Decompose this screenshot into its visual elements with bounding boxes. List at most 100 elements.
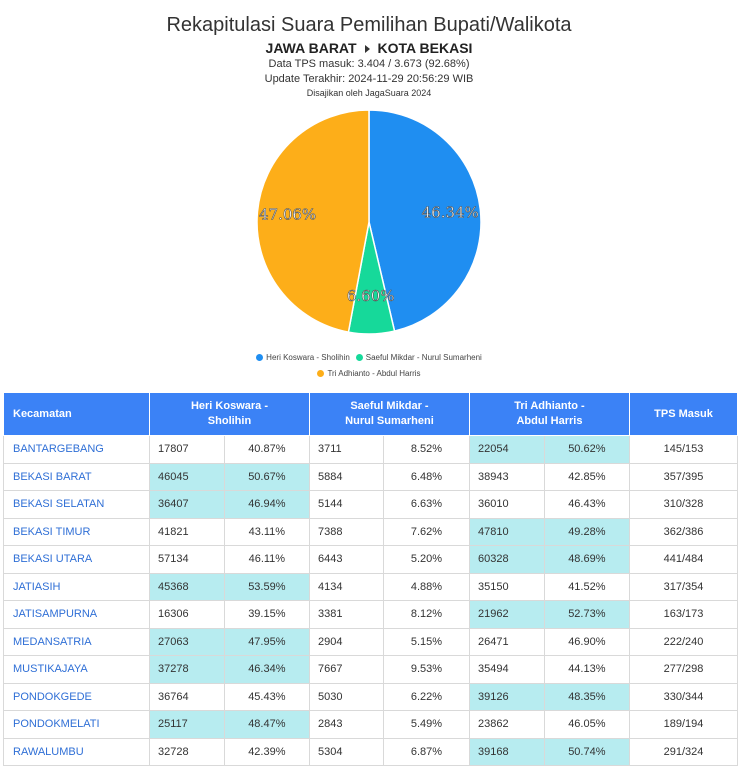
votes-candidate-3: 60328 <box>468 545 545 574</box>
percent-candidate-3: 48.35% <box>543 682 631 711</box>
percent-candidate-1: 46.34% <box>223 655 310 684</box>
kecamatan-link[interactable]: JATISAMPURNA <box>3 600 150 629</box>
legend-label: Tri Adhianto - Abdul Harris <box>327 369 421 378</box>
votes-candidate-2: 5884 <box>308 462 384 491</box>
votes-candidate-1: 17807 <box>149 435 225 464</box>
pie-slice[interactable] <box>368 109 482 332</box>
percent-candidate-1: 45.43% <box>223 682 310 711</box>
votes-candidate-2: 7667 <box>308 655 384 684</box>
percent-candidate-2: 8.52% <box>382 435 470 464</box>
votes-candidate-2: 5030 <box>308 682 384 711</box>
percent-candidate-2: 5.20% <box>382 545 470 574</box>
votes-candidate-3: 39168 <box>468 737 545 766</box>
percent-candidate-1: 43.11% <box>223 517 310 546</box>
percent-candidate-2: 8.12% <box>382 600 470 629</box>
table-row: PONDOKGEDE 36764 45.43% 5030 6.22% 39126 48.35… <box>3 682 738 711</box>
header-c3-line1: Tri Adhianto - <box>514 400 585 412</box>
kecamatan-link[interactable]: PONDOKGEDE <box>3 682 150 711</box>
percent-candidate-1: 53.59% <box>223 572 310 601</box>
tps-masuk: 163/173 <box>629 600 738 629</box>
table-row: BANTARGEBANG 17807 40.87% 3711 8.52% 22054 50.… <box>3 435 738 464</box>
percent-candidate-1: 42.39% <box>223 737 310 766</box>
votes-candidate-1: 46045 <box>149 462 225 491</box>
tps-masuk: 441/484 <box>629 545 738 574</box>
legend-label: Heri Koswara - Sholihin <box>266 353 350 362</box>
source-info: Disajikan oleh JagaSuara 2024 <box>306 88 432 98</box>
votes-candidate-3: 26471 <box>468 627 545 656</box>
votes-candidate-3: 36010 <box>468 490 545 519</box>
percent-candidate-2: 4.88% <box>382 572 470 601</box>
kecamatan-link[interactable]: RAWALUMBU <box>3 737 150 766</box>
page-title: Rekapitulasi Suara Pemilihan Bupati/Wali… <box>166 14 572 36</box>
tps-masuk: 222/240 <box>629 627 738 656</box>
pie-slice[interactable] <box>256 109 370 333</box>
pie-chart: 46.34% 6.60% 47.06% <box>256 109 482 335</box>
votes-candidate-3: 21962 <box>468 600 545 629</box>
votes-candidate-1: 37278 <box>149 655 225 684</box>
table-row: JATIASIH 45368 53.59% 4134 4.88% 35150 41.52% 3… <box>3 572 738 601</box>
kecamatan-link[interactable]: BANTARGEBANG <box>3 435 150 464</box>
table-row: BEKASI UTARA 57134 46.11% 6443 5.20% 60328 48.… <box>3 545 738 574</box>
percent-candidate-3: 48.69% <box>543 545 631 574</box>
header-tps: TPS Masuk <box>629 392 738 436</box>
percent-candidate-2: 6.87% <box>382 737 470 766</box>
legend-dot-icon <box>355 354 363 361</box>
percent-candidate-2: 6.63% <box>382 490 470 519</box>
votes-candidate-1: 25117 <box>149 710 225 739</box>
votes-candidate-1: 57134 <box>149 545 225 574</box>
votes-candidate-2: 7388 <box>308 517 384 546</box>
city-label: KOTA BEKASI <box>377 40 473 56</box>
percent-candidate-1: 39.15% <box>223 600 310 629</box>
kecamatan-link[interactable]: MEDANSATRIA <box>3 627 150 656</box>
tps-masuk: 310/328 <box>629 490 738 519</box>
percent-candidate-3: 52.73% <box>543 600 631 629</box>
percent-candidate-3: 50.74% <box>543 737 631 766</box>
tps-masuk: 277/298 <box>629 655 738 684</box>
tps-masuk: 362/386 <box>629 517 738 546</box>
pie-data-label: 6.60% <box>347 287 395 305</box>
tps-masuk: 317/354 <box>629 572 738 601</box>
tps-masuk: 291/324 <box>629 737 738 766</box>
percent-candidate-3: 46.05% <box>543 710 631 739</box>
legend-item[interactable]: Heri Koswara - Sholihin <box>256 350 350 366</box>
table-row: PONDOKMELATI 25117 48.47% 2843 5.49% 23862 46.… <box>3 710 738 739</box>
header-c1-line1: Heri Koswara - <box>190 400 268 412</box>
votes-candidate-2: 3381 <box>308 600 384 629</box>
caret-right-icon <box>364 44 370 53</box>
kecamatan-link[interactable]: BEKASI SELATAN <box>3 490 150 519</box>
region-breadcrumb: JAWA BARAT KOTA BEKASI <box>0 39 738 57</box>
kecamatan-link[interactable]: MUSTIKAJAYA <box>3 655 150 684</box>
kecamatan-link[interactable]: BEKASI BARAT <box>3 462 150 491</box>
tps-masuk: 189/194 <box>629 710 738 739</box>
header-c3-line2: Abdul Harris <box>516 415 583 427</box>
percent-candidate-1: 40.87% <box>223 435 310 464</box>
results-table: Kecamatan Heri Koswara - Sholihin Saeful … <box>3 392 738 766</box>
votes-candidate-3: 35150 <box>468 572 545 601</box>
tps-info: Data TPS masuk: 3.404 / 3.673 (92.68%) <box>268 58 470 70</box>
header-candidate-2: Saeful Mikdar - Nurul Sumarheni <box>308 392 470 436</box>
votes-candidate-1: 32728 <box>149 737 225 766</box>
percent-candidate-3: 46.43% <box>543 490 631 519</box>
percent-candidate-1: 46.11% <box>223 545 310 574</box>
percent-candidate-3: 44.13% <box>543 655 631 684</box>
kecamatan-link[interactable]: JATIASIH <box>3 572 150 601</box>
tps-masuk: 357/395 <box>629 462 738 491</box>
table-row: JATISAMPURNA 16306 39.15% 3381 8.12% 21962 52.… <box>3 600 738 629</box>
votes-candidate-2: 4134 <box>308 572 384 601</box>
votes-candidate-2: 2904 <box>308 627 384 656</box>
pie-data-label: 46.34% <box>422 204 479 222</box>
legend-item[interactable]: Saeful Mikdar - Nurul Sumarheni <box>355 350 482 366</box>
header-candidate-1: Heri Koswara - Sholihin <box>149 392 310 436</box>
votes-candidate-2: 2843 <box>308 710 384 739</box>
kecamatan-link[interactable]: BEKASI TIMUR <box>3 517 150 546</box>
header-c2-line2: Nurul Sumarheni <box>345 415 434 427</box>
percent-candidate-3: 41.52% <box>543 572 631 601</box>
kecamatan-link[interactable]: BEKASI UTARA <box>3 545 150 574</box>
percent-candidate-1: 48.47% <box>223 710 310 739</box>
legend-line: Heri Koswara - Sholihin Saeful Mikdar - N… <box>0 350 738 366</box>
header-candidate-3: Tri Adhianto - Abdul Harris <box>468 392 631 436</box>
kecamatan-link[interactable]: PONDOKMELATI <box>3 710 150 739</box>
legend-item[interactable]: Tri Adhianto - Abdul Harris <box>317 366 421 382</box>
legend-dot-icon <box>317 370 325 377</box>
votes-candidate-2: 3711 <box>308 435 384 464</box>
